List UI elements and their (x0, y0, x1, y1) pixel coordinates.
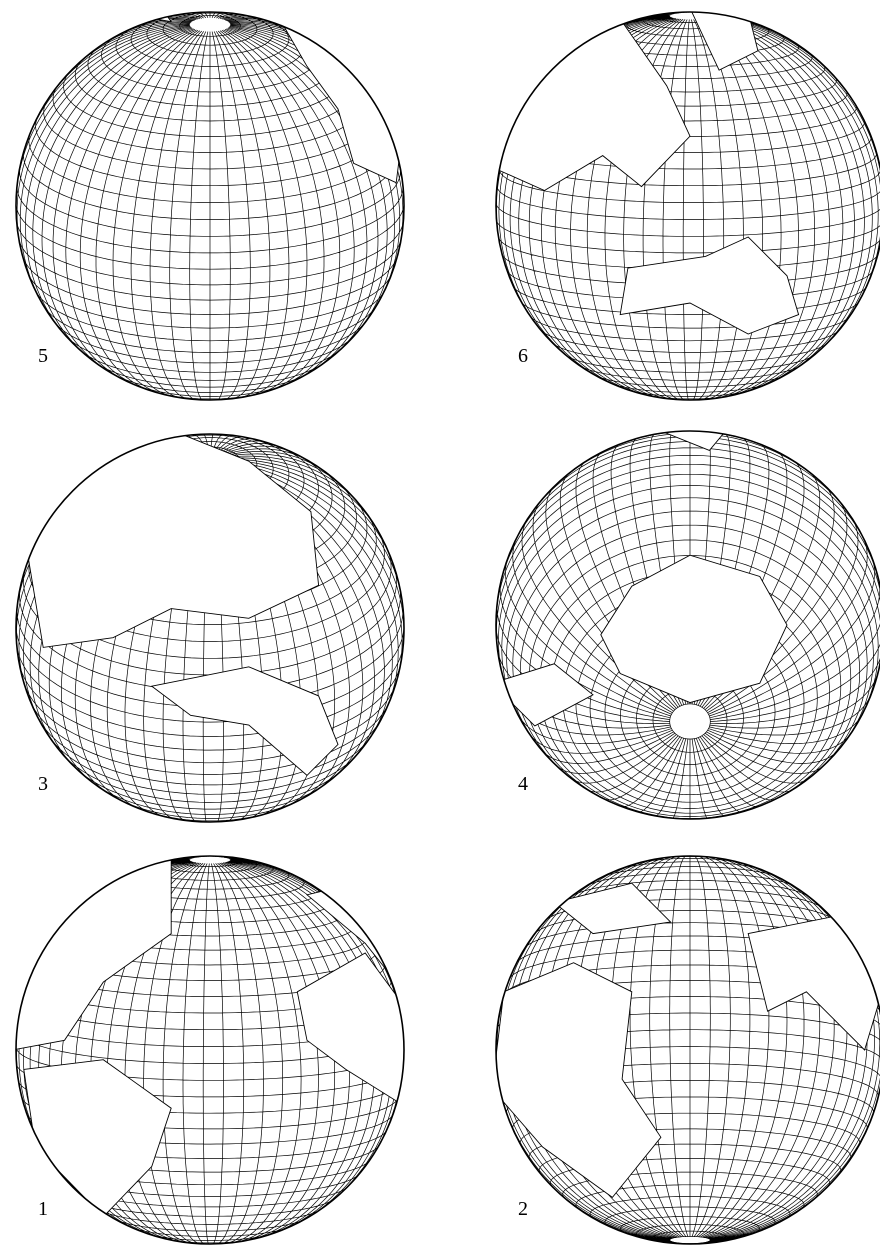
figure: 5 6 3 4 1 2 (0, 0, 880, 1245)
landmass (12, 852, 171, 1050)
page: 563412 (() => { const data = JSON.parse(… (0, 0, 880, 1245)
landmass (620, 237, 798, 334)
landmass (601, 555, 787, 702)
panel-label: 1 (38, 1198, 48, 1220)
landmass (278, 16, 408, 183)
landmass (24, 430, 319, 647)
panel-label: 6 (518, 345, 528, 367)
panel-label: 2 (518, 1198, 528, 1220)
panel-label: 5 (38, 345, 48, 367)
panel-label: 4 (518, 773, 528, 795)
landmass (554, 883, 670, 933)
landmass (24, 1060, 171, 1217)
panel-label: 3 (38, 773, 48, 795)
landmass (690, 8, 758, 70)
landmass (297, 953, 408, 1108)
landmass (492, 22, 690, 191)
globe (492, 856, 880, 1244)
landmass (129, 8, 172, 22)
landmass (748, 914, 880, 1050)
